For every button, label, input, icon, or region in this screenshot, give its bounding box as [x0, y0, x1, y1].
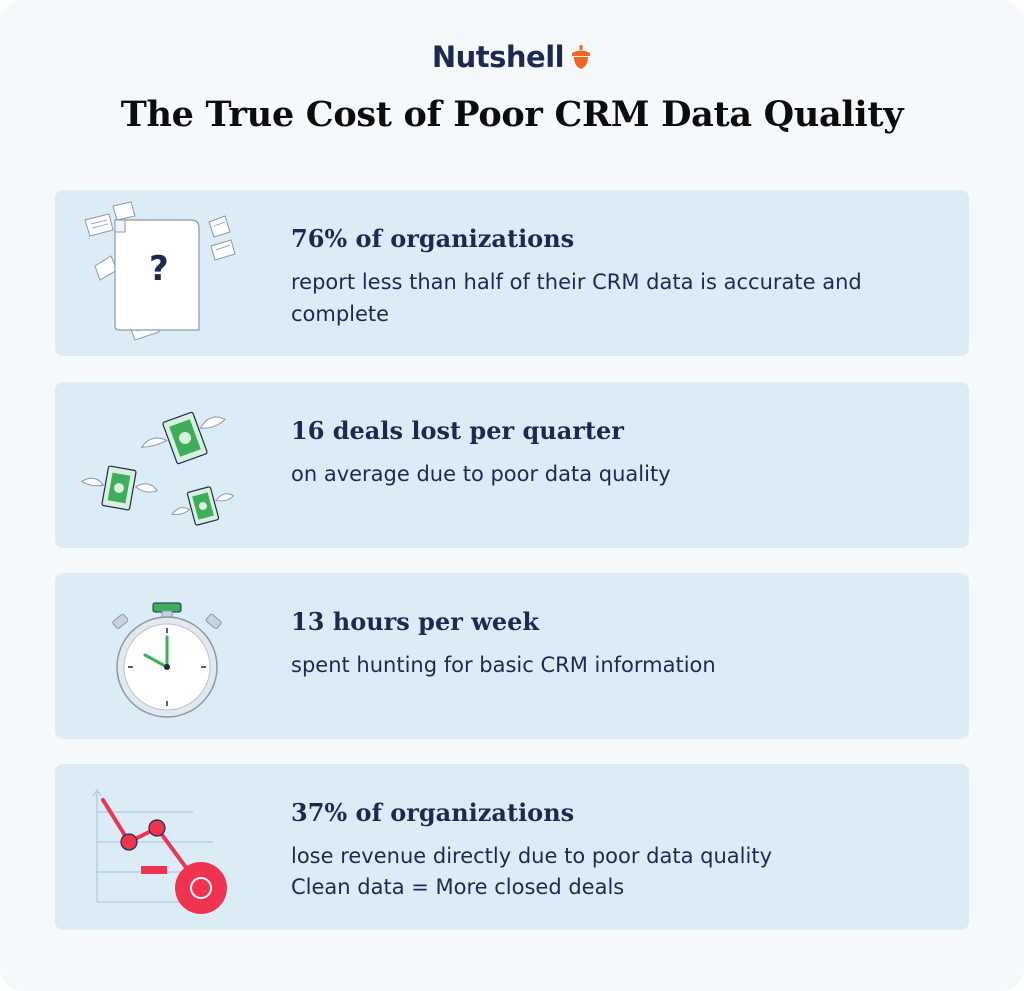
- acorn-icon: [572, 45, 591, 69]
- stat-description: lose revenue directly due to poor data q…: [291, 844, 772, 868]
- stat-card-data-accuracy: ? 76% of organizations report less than …: [55, 190, 969, 356]
- tagline: Clean data = More closed deals: [291, 875, 625, 899]
- flying-money-icon: [80, 411, 235, 526]
- brand-logo: Nutshell: [0, 40, 1024, 74]
- svg-text:?: ?: [149, 249, 169, 289]
- page-title: The True Cost of Poor CRM Data Quality: [120, 94, 904, 135]
- stat-description: report less than half of their CRM data …: [291, 270, 862, 326]
- declining-chart-icon: [92, 789, 227, 914]
- stat-title: 13 hours per week: [291, 607, 540, 636]
- stat-card-deals-lost: 16 deals lost per quarter on average due…: [55, 382, 969, 548]
- stopwatch-icon: [112, 602, 222, 718]
- stat-description: spent hunting for basic CRM information: [291, 653, 716, 677]
- stat-title: 16 deals lost per quarter: [291, 416, 624, 445]
- stat-title: 37% of organizations: [291, 798, 575, 827]
- stat-description: on average due to poor data quality: [291, 462, 671, 486]
- stat-card-revenue-loss: 37% of organizations lose revenue direct…: [55, 764, 969, 930]
- stat-title: 76% of organizations: [291, 224, 575, 253]
- brand-name: Nutshell: [431, 40, 565, 74]
- missing-document-icon: ?: [84, 201, 236, 341]
- stat-card-hours-spent: 13 hours per week spent hunting for basi…: [55, 573, 969, 739]
